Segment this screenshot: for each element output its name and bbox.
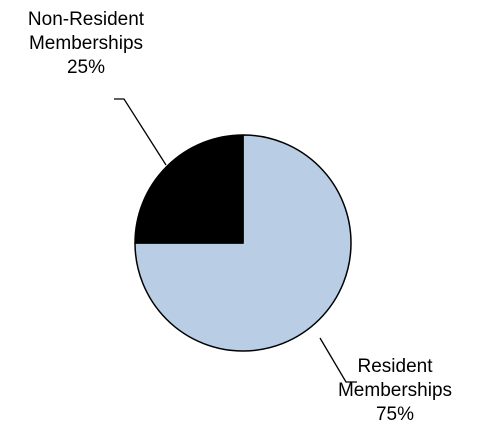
pie-slice-non-resident	[134, 134, 244, 244]
leader-line-non-resident	[114, 98, 167, 166]
leader-lines	[114, 98, 357, 383]
slice-label-non-resident-line-1: Non-Resident	[27, 9, 145, 30]
slice-label-resident-percent: 75%	[375, 404, 415, 425]
pie-slice-resident	[134, 134, 352, 352]
slice-label-resident-line-1: Resident	[357, 356, 433, 377]
slice-label-non-resident-line-2: Memberships	[28, 33, 144, 54]
slice-label-resident-line-2: Memberships	[337, 380, 453, 401]
slice-label-non-resident-percent: 25%	[66, 57, 106, 78]
leader-line-resident	[319, 337, 357, 383]
pie-slices	[134, 134, 352, 352]
slice-label-non-resident: Non-Resident Memberships 25%	[0, 8, 172, 80]
slice-label-resident: Resident Memberships 75%	[300, 355, 490, 427]
